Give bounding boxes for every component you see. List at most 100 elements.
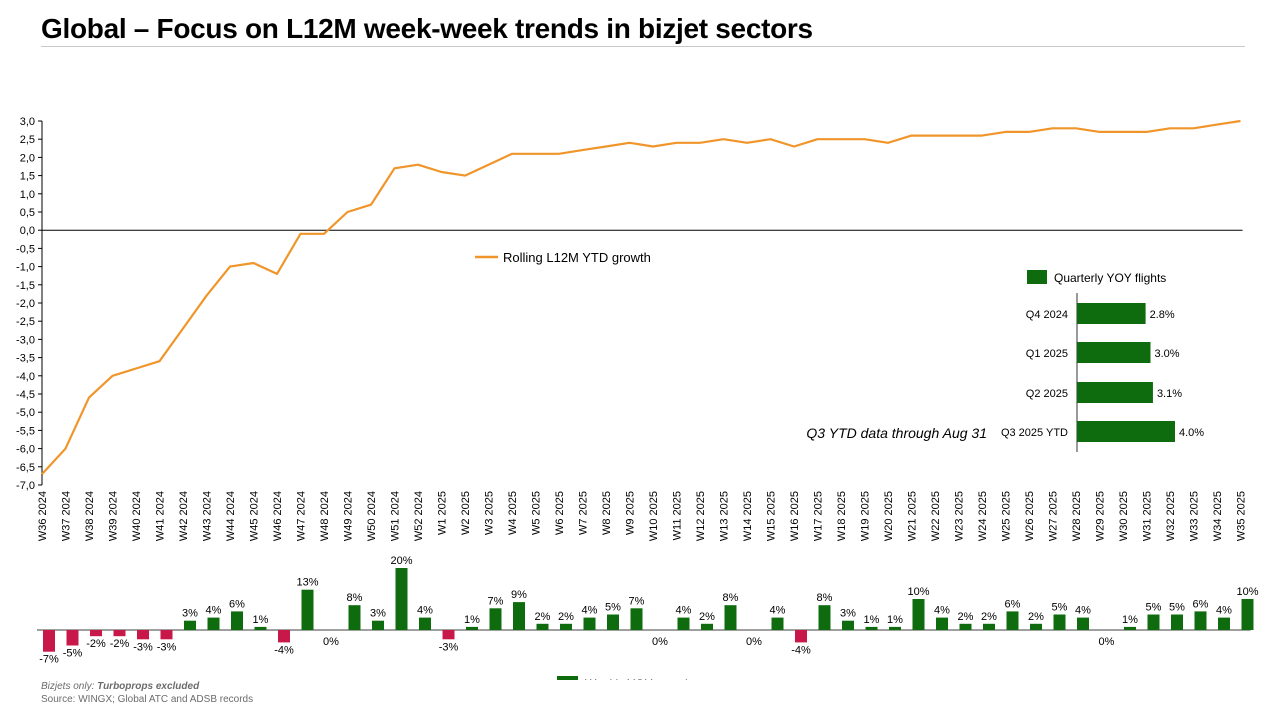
weekly-bar	[395, 568, 408, 630]
quarterly-bar	[1077, 382, 1153, 403]
weekly-bar-label: 1%	[253, 614, 269, 626]
x-tick-label: W42 2024	[178, 491, 190, 541]
x-tick-label: W30 2025	[1118, 491, 1130, 541]
y-tick-label: 0,5	[20, 207, 35, 219]
weekly-bar-label: 4%	[1216, 605, 1232, 617]
weekly-bar	[1077, 617, 1089, 630]
weekly-bar	[701, 623, 713, 630]
legend-line-label: Rolling L12M YTD growth	[503, 250, 651, 265]
y-tick-label: 2,0	[20, 152, 35, 164]
weekly-bar-label: -4%	[791, 644, 811, 656]
weekly-bar-label: 1%	[464, 614, 480, 626]
weekly-bar-label: -3%	[439, 641, 459, 653]
weekly-bar-label: 7%	[488, 595, 504, 607]
x-tick-label: W33 2025	[1189, 491, 1201, 541]
weekly-bar-label: 1%	[887, 614, 903, 626]
weekly-bar	[983, 623, 995, 630]
footnote-prefix: Bizjets only:	[41, 681, 95, 692]
y-tick-label: -4,0	[16, 371, 35, 383]
y-tick-label: -2,0	[16, 298, 35, 310]
x-tick-label: W20 2025	[883, 491, 895, 541]
quarterly-chart: Quarterly YOY flights Q4 2024 2.8% Q1 2025 3…	[806, 270, 1204, 452]
x-tick-label: W51 2024	[390, 491, 402, 541]
weekly-bar-label: 5%	[1169, 602, 1185, 614]
x-tick-label: W18 2025	[836, 491, 848, 541]
weekly-bar	[795, 630, 807, 643]
x-tick-label: W37 2024	[61, 491, 73, 541]
line-x-axis: W36 2024 W37 2024 W38 2024 W39 2024 W40 2024…	[37, 491, 1248, 541]
x-tick-label: W25 2025	[1001, 491, 1013, 541]
weekly-bar	[231, 611, 243, 630]
weekly-bar	[818, 605, 831, 630]
weekly-legend-label: Weekly YOY growth	[585, 677, 692, 680]
footnote-bold: Turboprops excluded	[97, 681, 200, 692]
x-tick-label: W9 2025	[625, 491, 637, 535]
weekly-bar-label: 4%	[206, 605, 222, 617]
weekly-bar	[278, 630, 290, 643]
weekly-bar	[254, 626, 267, 630]
y-tick-label: 1,0	[20, 189, 35, 201]
x-tick-label: W10 2025	[648, 491, 660, 541]
x-tick-label: W35 2025	[1236, 491, 1248, 541]
weekly-bar	[560, 623, 572, 630]
chart-canvas: 3,0 2,5 2,0 1,5 1,0 0,5 0,0 -0,5 -1,0 -1,5 -2,0 -2,…	[16, 116, 1259, 680]
y-tick-label: -6,5	[16, 462, 35, 474]
weekly-bar-label: 2%	[1028, 611, 1044, 623]
weekly-bar-label: 20%	[390, 555, 412, 567]
y-tick-label: -6,0	[16, 444, 35, 456]
x-tick-label: W13 2025	[719, 491, 731, 541]
rolling-growth-line	[41, 119, 1241, 475]
quarterly-legend-swatch	[1027, 270, 1047, 284]
weekly-bar	[724, 605, 737, 630]
x-tick-label: W36 2024	[37, 491, 49, 541]
weekly-bar-label: 2%	[981, 611, 997, 623]
weekly-bar	[865, 626, 878, 630]
weekly-bar	[1053, 614, 1066, 630]
y-tick-label: -1,5	[16, 280, 35, 292]
x-tick-label: W8 2025	[601, 491, 613, 535]
weekly-bar-label: 0%	[652, 636, 668, 648]
x-tick-label: W11 2025	[672, 491, 684, 540]
weekly-bar	[489, 608, 502, 630]
weekly-bar	[113, 630, 126, 637]
quarterly-category-label: Q2 2025	[1026, 388, 1068, 400]
x-tick-label: W40 2024	[131, 491, 143, 541]
title-divider	[41, 46, 1245, 47]
weekly-bar	[466, 626, 478, 630]
x-tick-label: W19 2025	[860, 491, 872, 541]
quarterly-value-label: 4.0%	[1179, 427, 1204, 439]
weekly-bar	[90, 630, 102, 637]
weekly-bar-label: 3%	[840, 608, 856, 620]
weekly-bar	[536, 623, 549, 630]
weekly-bar-label: 2%	[699, 611, 715, 623]
y-tick-label: -5,0	[16, 407, 35, 419]
weekly-bar-label: -2%	[86, 638, 106, 650]
weekly-bar	[1030, 623, 1042, 630]
quarterly-bar	[1077, 303, 1146, 324]
x-tick-label: W52 2024	[413, 491, 425, 541]
weekly-bar	[184, 620, 196, 630]
weekly-bar-label: -3%	[157, 641, 177, 653]
weekly-bar	[607, 614, 619, 630]
x-tick-label: W49 2024	[343, 491, 355, 541]
weekly-bar-label: -2%	[110, 638, 130, 650]
weekly-bar-label: 8%	[817, 592, 833, 604]
weekly-bar-label: 5%	[1052, 602, 1068, 614]
y-tick-label: 1,5	[20, 171, 35, 183]
footnote-note: Bizjets only: Turboprops excluded	[41, 681, 199, 692]
weekly-bar	[66, 630, 79, 646]
y-tick-label: 3,0	[20, 116, 35, 128]
weekly-bar-label: 7%	[629, 595, 645, 607]
weekly-bar	[419, 617, 431, 630]
weekly-bar-label: 8%	[347, 592, 363, 604]
x-tick-label: W12 2025	[695, 491, 707, 541]
quarterly-bar	[1077, 342, 1151, 363]
weekly-bar-label: 6%	[229, 598, 245, 610]
x-tick-label: W29 2025	[1095, 491, 1107, 541]
weekly-bar-label: 8%	[723, 592, 739, 604]
weekly-bar-label: 2%	[958, 611, 974, 623]
weekly-bar	[936, 617, 948, 630]
y-tick-label: -3,5	[16, 353, 35, 365]
x-tick-label: W50 2024	[366, 491, 378, 541]
x-tick-label: W22 2025	[930, 491, 942, 541]
